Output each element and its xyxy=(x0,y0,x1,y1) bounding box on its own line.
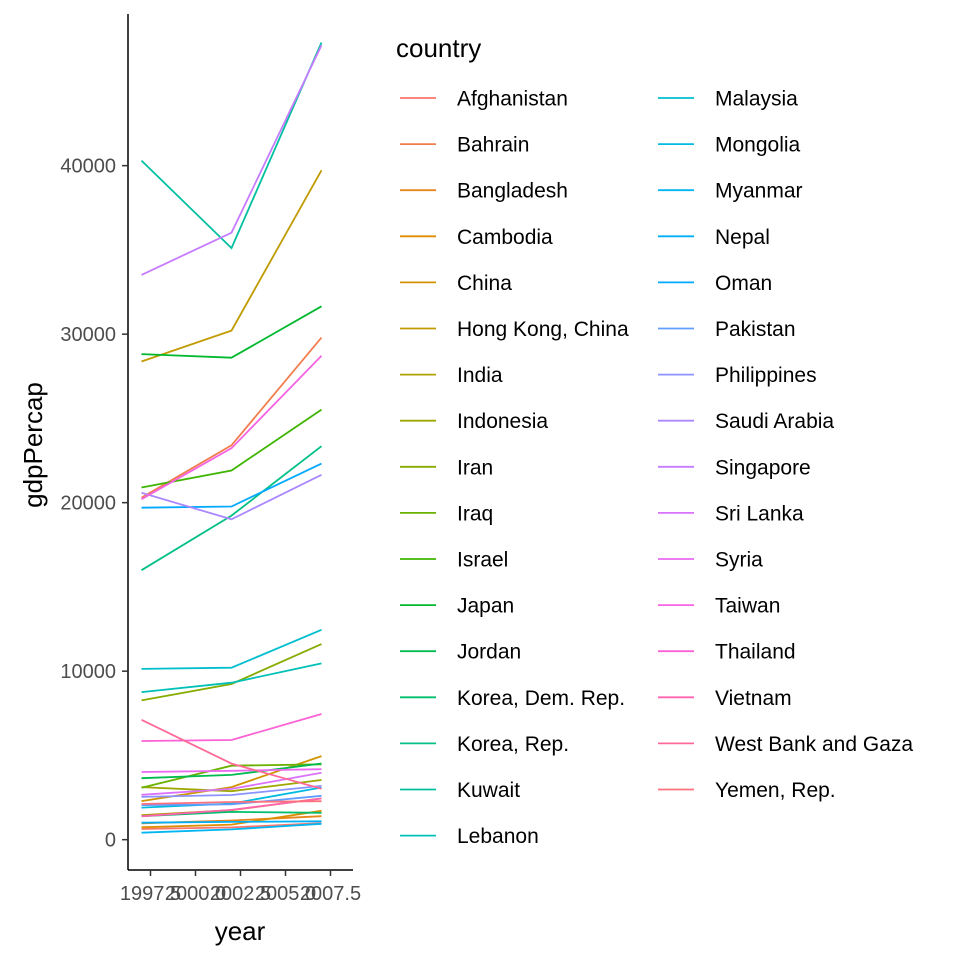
y-tick-label: 10000 xyxy=(60,661,116,683)
series-line-yemen-rep xyxy=(141,800,322,805)
series-line-kuwait xyxy=(140,42,323,250)
series-line-japan xyxy=(141,305,322,359)
series-line-myanmar xyxy=(141,822,322,834)
legend-label-japan: Japan xyxy=(457,595,514,618)
series-line-lebanon xyxy=(141,662,322,693)
series-line-philippines xyxy=(141,785,322,798)
series-line-saudi-arabia xyxy=(141,473,322,521)
series-line-hong-kong-china xyxy=(141,169,323,363)
legend-label-sri-lanka: Sri Lanka xyxy=(715,502,804,525)
series-line-jordan xyxy=(141,762,322,780)
legend-label-israel: Israel xyxy=(457,549,508,572)
series-line-iran xyxy=(141,643,322,702)
series-line-sri-lanka xyxy=(141,771,322,796)
series-line-taiwan xyxy=(141,355,323,500)
legend-label-china: China xyxy=(457,272,512,295)
legend-label-pakistan: Pakistan xyxy=(715,318,796,341)
series-line-bahrain xyxy=(141,337,323,499)
legend-label-yemen-rep: Yemen, Rep. xyxy=(715,779,836,802)
series-line-singapore xyxy=(141,44,323,276)
y-ticks: 0 10000 20000 30000 40000 xyxy=(60,156,128,852)
legend-title: country xyxy=(396,33,481,63)
legend-label-iraq: Iraq xyxy=(457,502,493,525)
legend-label-taiwan: Taiwan xyxy=(715,595,780,618)
legend-label-philippines: Philippines xyxy=(715,364,817,387)
legend-label-indonesia: Indonesia xyxy=(457,410,548,433)
series-line-syria xyxy=(141,768,322,773)
y-tick-label: 40000 xyxy=(60,156,116,178)
legend-label-west-bank-and-gaza: West Bank and Gaza xyxy=(715,733,913,756)
legend-label-cambodia: Cambodia xyxy=(457,226,553,249)
series-line-korea-rep xyxy=(141,445,323,571)
series-line-thailand xyxy=(141,713,322,742)
legend-label-korea-dem-rep: Korea, Dem. Rep. xyxy=(457,687,625,710)
x-tick-label: 2005.0 xyxy=(255,883,316,905)
series-line-west-bank-and-gaza xyxy=(141,718,322,790)
series-line-indonesia xyxy=(141,779,322,793)
plot-lines xyxy=(140,42,323,834)
legend-label-india: India xyxy=(457,364,503,387)
legend: Afghanistan Bahrain Bangladesh Cambodia Chin… xyxy=(400,88,913,848)
y-tick-label: 20000 xyxy=(60,493,116,515)
series-line-malaysia xyxy=(141,628,322,670)
x-tick-label: 2002.5 xyxy=(210,883,271,905)
series-line-cambodia xyxy=(141,809,322,829)
x-tick-label: 2000.0 xyxy=(165,883,226,905)
legend-label-hong-kong-china: Hong Kong, China xyxy=(457,318,629,341)
series-line-nepal xyxy=(141,820,322,824)
y-tick-label: 0 xyxy=(105,830,116,852)
legend-label-malaysia: Malaysia xyxy=(715,88,798,111)
series-line-oman xyxy=(141,462,322,509)
legend-label-myanmar: Myanmar xyxy=(715,180,803,203)
legend-label-singapore: Singapore xyxy=(715,456,811,479)
legend-label-oman: Oman xyxy=(715,272,772,295)
x-tick-label: 2007.5 xyxy=(300,883,361,905)
legend-label-nepal: Nepal xyxy=(715,226,770,249)
series-line-iraq xyxy=(141,763,322,789)
legend-label-bahrain: Bahrain xyxy=(457,134,529,157)
legend-label-korea-rep: Korea, Rep. xyxy=(457,733,569,756)
x-axis-title: year xyxy=(215,916,266,946)
legend-label-bangladesh: Bangladesh xyxy=(457,180,568,203)
series-line-pakistan xyxy=(141,794,322,806)
legend-label-iran: Iran xyxy=(457,456,493,479)
legend-label-syria: Syria xyxy=(715,549,763,572)
legend-label-vietnam: Vietnam xyxy=(715,687,792,710)
y-axis-title: gdpPercap xyxy=(18,382,48,508)
series-line-afghanistan xyxy=(141,822,322,830)
y-tick-label: 30000 xyxy=(60,324,116,346)
legend-label-saudi-arabia: Saudi Arabia xyxy=(715,410,834,433)
legend-label-thailand: Thailand xyxy=(715,641,796,664)
legend-label-lebanon: Lebanon xyxy=(457,825,539,848)
x-tick-label: 1997.5 xyxy=(120,883,181,905)
legend-label-jordan: Jordan xyxy=(457,641,521,664)
legend-label-afghanistan: Afghanistan xyxy=(457,88,568,111)
legend-label-kuwait: Kuwait xyxy=(457,779,520,802)
legend-label-mongolia: Mongolia xyxy=(715,134,801,157)
